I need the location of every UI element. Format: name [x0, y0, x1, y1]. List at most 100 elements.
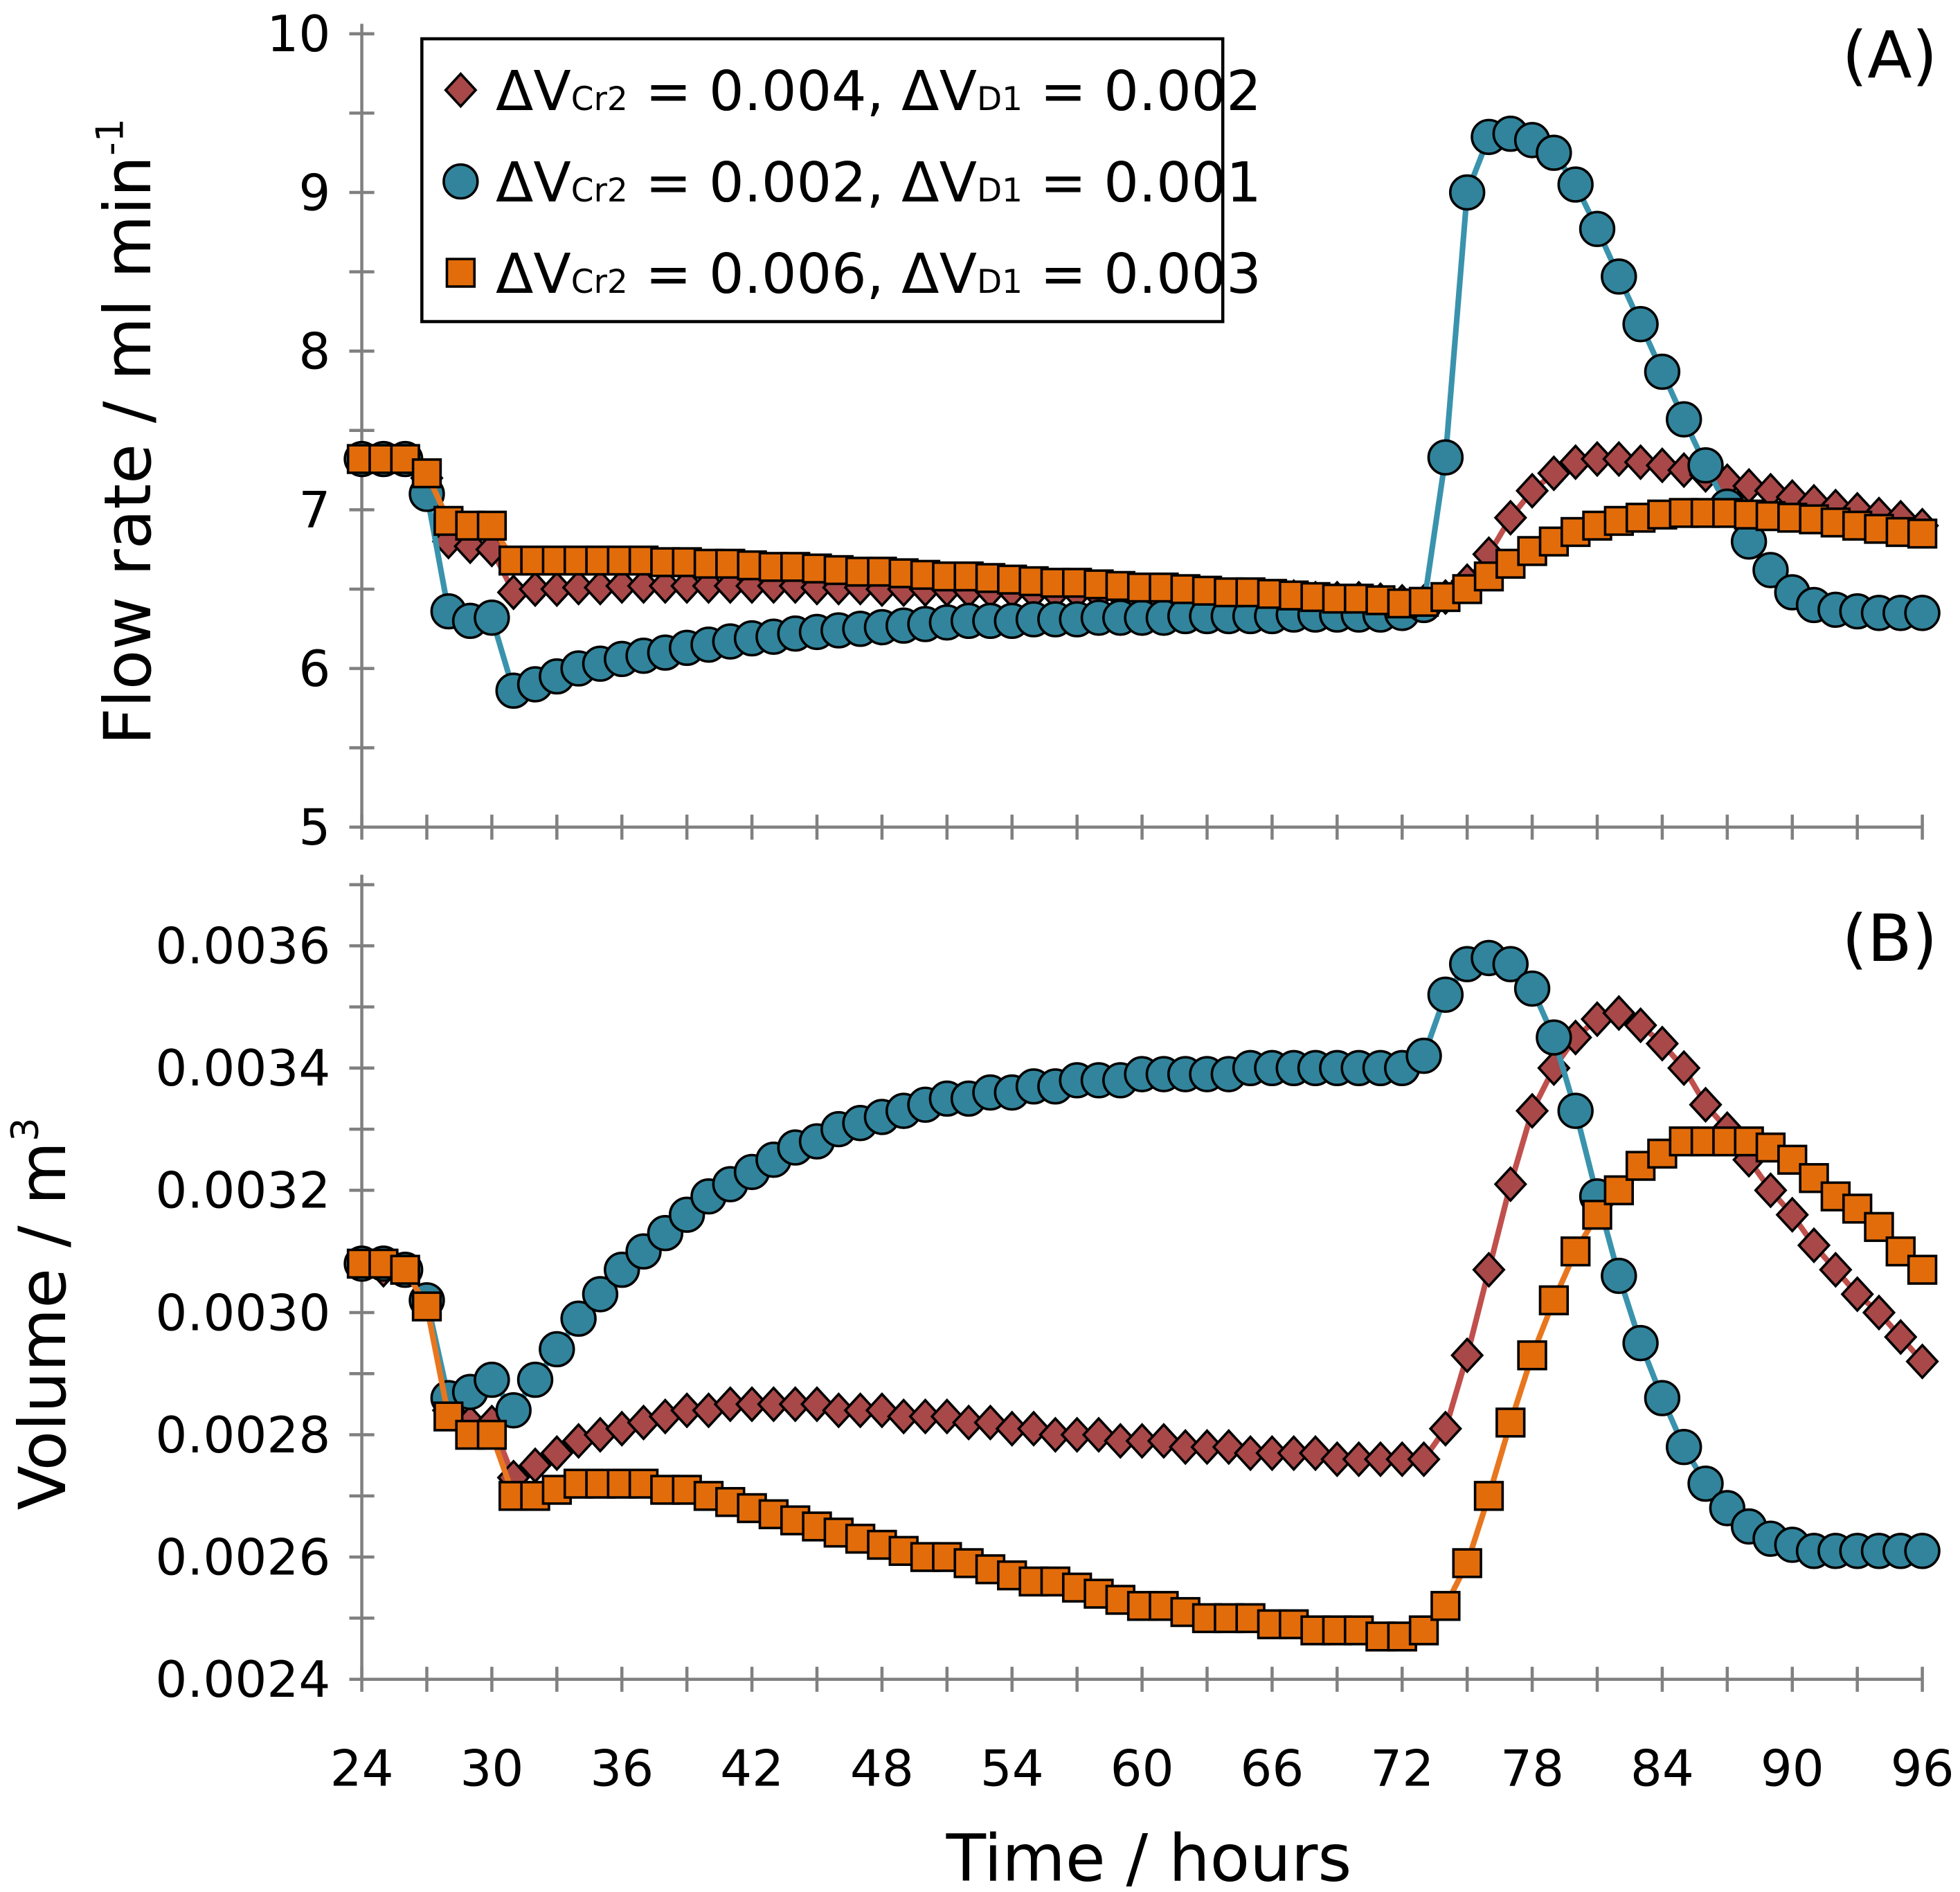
panel-b-data-point	[1644, 1380, 1681, 1416]
panel-b-data-point	[1666, 1429, 1702, 1466]
panel-b-y-tick-label: 0.0024	[155, 1651, 330, 1709]
panel-b-axes: 0.0024 0.0026 0.0028 0.0030 0.0032 0.0034 0.00…	[155, 874, 1954, 1798]
panel-b-data-point	[1517, 1340, 1547, 1371]
x-tick-label: 72	[1370, 1740, 1434, 1798]
panel-b-data-point	[1907, 1254, 1938, 1285]
x-tick-label: 36	[590, 1740, 654, 1798]
panel-b-data-point	[560, 1300, 597, 1337]
panel-a-data-point	[1448, 174, 1486, 211]
panel-b-data-point	[540, 1434, 574, 1472]
panel-b-data-point	[1430, 1591, 1461, 1621]
panel-b-data-point	[1602, 995, 1636, 1031]
panel-b-data-point	[1405, 1037, 1442, 1074]
panel-b-data-point	[1472, 1252, 1506, 1288]
panel-b-data-point	[1407, 1441, 1441, 1478]
x-tick-label: 84	[1630, 1740, 1694, 1798]
panel-a-data-point	[1537, 455, 1571, 492]
panel-b-data-point	[1645, 1025, 1680, 1062]
panel-a-data-point	[1624, 444, 1657, 480]
panel-b-data-point	[1560, 1236, 1591, 1267]
panel-b-data-point	[1622, 1324, 1659, 1362]
panel-b-data-point	[1862, 1294, 1896, 1331]
panel-b-data-point	[1687, 1465, 1724, 1502]
legend-box	[420, 37, 1225, 323]
legend-text-sub2: D1	[977, 263, 1023, 301]
panel-a-flow-rate: 5 6 7 8 9 10	[267, 6, 1941, 857]
panel-b-data-point	[1428, 1410, 1463, 1447]
panel-b-series-line	[361, 1138, 1925, 1639]
panel-b-data-point	[1452, 1548, 1482, 1578]
panel-b-data-point	[1427, 976, 1464, 1013]
panel-b-data-point	[1536, 1019, 1572, 1056]
panel-a-axes: 5 6 7 8 9 10	[267, 6, 1924, 857]
panel-b-data-point	[1408, 1615, 1439, 1646]
panel-b-data-point	[1513, 970, 1551, 1007]
panel-a-y-tick-label: 8	[298, 323, 330, 381]
panel-b-data-point	[539, 1331, 575, 1368]
panel-b-data-point	[1885, 1236, 1916, 1267]
panel-b-data-point	[516, 1361, 554, 1398]
panel-b-y-tick-label: 0.0036	[155, 918, 330, 976]
panel-b-data-point	[1450, 1337, 1484, 1373]
panel-b-data-point	[1492, 946, 1529, 982]
legend-text-end: = 0.002	[1023, 59, 1261, 123]
panel-a-series-square	[346, 444, 1938, 619]
legend-circle-icon	[442, 163, 479, 200]
panel-b-series-diamond	[345, 995, 1939, 1496]
x-tick-label: 24	[330, 1740, 394, 1798]
legend-text-end: = 0.003	[1023, 242, 1261, 306]
panel-b-data-point	[1557, 1092, 1594, 1129]
legend-diamond-icon	[444, 71, 478, 109]
legend-text-mid: = 0.006, ΔV	[628, 242, 977, 306]
panel-b-data-point	[1667, 1049, 1701, 1086]
panel-b-data-point	[1624, 1007, 1657, 1044]
panel-b-data-point	[1775, 1196, 1809, 1233]
legend-text-sym: ΔV	[496, 150, 571, 215]
legend-text-mid: = 0.002, ΔV	[628, 150, 977, 215]
panel-b-volume: 0.0024 0.0026 0.0028 0.0030 0.0032 0.0034 0.00…	[155, 874, 1954, 1798]
panel-a-data-point	[1907, 519, 1938, 549]
legend-item-circle: ΔVCr2 = 0.002, ΔVD1 = 0.001	[442, 150, 1261, 215]
x-tick-label: 96	[1891, 1740, 1954, 1798]
legend-item-square: ΔVCr2 = 0.006, ΔVD1 = 0.003	[445, 242, 1261, 306]
legend-text-sym: ΔV	[496, 242, 571, 306]
legend-label: ΔVCr2 = 0.002, ΔVD1 = 0.001	[496, 150, 1261, 215]
panel-a-data-point	[1557, 166, 1594, 203]
panel-a-y-tick-label: 9	[298, 164, 330, 222]
panel-a-data-point	[1752, 552, 1789, 588]
legend-text-sub2: D1	[977, 172, 1023, 210]
panel-b-series-circle	[343, 939, 1941, 1569]
panel-a-data-point	[1536, 134, 1572, 171]
panel-a-label: (A)	[1842, 18, 1938, 93]
panel-b-data-point	[1493, 1166, 1527, 1202]
panel-a-data-point	[411, 458, 442, 489]
panel-a-data-point	[476, 510, 507, 541]
x-tick-label: 78	[1500, 1740, 1564, 1798]
panel-b-data-point	[582, 1276, 619, 1313]
legend-text-sub1: Cr2	[571, 172, 628, 210]
panel-b-data-point	[1905, 1343, 1939, 1380]
panel-b-data-point	[1904, 1533, 1941, 1569]
panel-a-y-tick-label: 6	[298, 640, 330, 699]
panel-a-data-point	[1601, 258, 1637, 295]
panel-b-data-point	[1884, 1319, 1918, 1355]
x-tick-label: 66	[1240, 1740, 1304, 1798]
panel-b-series-square	[346, 1126, 1938, 1652]
panel-b-data-point	[1495, 1407, 1526, 1438]
x-tick-label: 48	[850, 1740, 914, 1798]
panel-b-y-tick-label: 0.0026	[155, 1529, 330, 1587]
panel-b-data-point	[1840, 1276, 1874, 1313]
panel-b-data-point	[1538, 1285, 1570, 1316]
panel-a-data-point	[1644, 353, 1681, 390]
panel-a-data-point	[1666, 401, 1702, 438]
panel-a-data-point	[1579, 210, 1616, 247]
panel-b-data-point	[390, 1254, 420, 1285]
y-axis-label-b: Volume / m3	[3, 1117, 81, 1510]
panel-a-data-point	[1904, 595, 1941, 631]
panel-b-data-point	[1601, 1257, 1637, 1295]
legend-text-sub1: Cr2	[571, 263, 628, 301]
legend-text-sub2: D1	[977, 80, 1023, 118]
legend-text-sub1: Cr2	[571, 80, 628, 118]
